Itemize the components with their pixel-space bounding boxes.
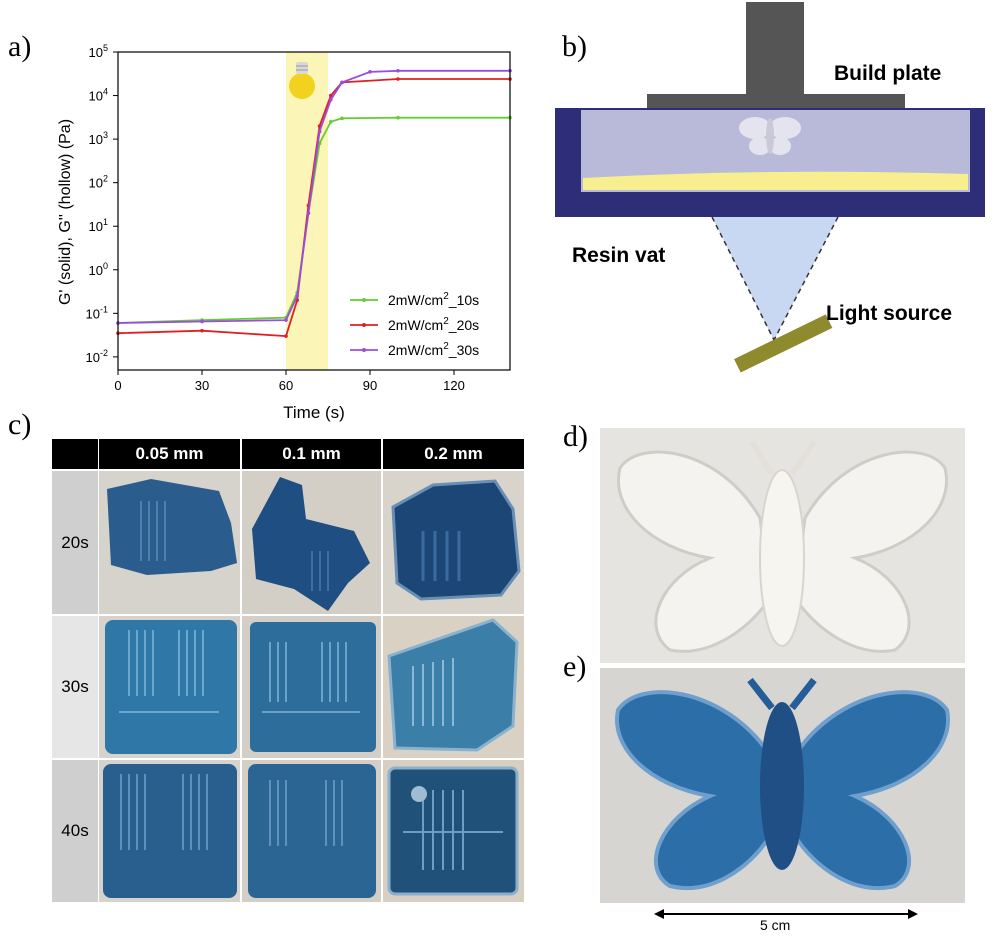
light-cone	[712, 217, 838, 340]
data-point	[317, 129, 322, 134]
plot-frame	[117, 51, 511, 371]
build-plate-label: Build plate	[834, 62, 941, 85]
data-point	[329, 97, 333, 102]
sample-photo-30s-02	[383, 616, 524, 758]
legend-label: 2mW/cm2_20s	[388, 316, 479, 333]
scale-bar-label: 5 cm	[760, 917, 791, 933]
build-plate	[647, 94, 905, 112]
data-point	[329, 93, 333, 98]
x-tick-label: 60	[279, 378, 293, 393]
row-header-label: 20s	[61, 532, 89, 552]
data-point	[340, 116, 344, 121]
panel-label-d: d)	[563, 420, 588, 453]
data-point	[396, 69, 400, 73]
sample-photo-40s-01	[242, 760, 381, 902]
row-header-label: 40s	[61, 821, 89, 840]
y-tick-label: 102	[89, 174, 108, 191]
sample-photo-30s-005	[99, 616, 240, 758]
panel-label-b: b)	[562, 30, 587, 63]
blue-butterfly-photo	[600, 668, 965, 903]
data-point	[284, 334, 288, 338]
light-source	[734, 314, 833, 373]
legend-label: 2mW/cm2_10s	[388, 291, 479, 308]
row-header-1: 30s	[52, 616, 98, 758]
clear-butterfly-photo	[600, 428, 965, 663]
lightbulb-icon	[289, 62, 315, 99]
legend-marker	[362, 298, 366, 302]
data-point	[396, 77, 400, 81]
data-point	[200, 328, 204, 333]
panel-label-a: a)	[8, 30, 32, 63]
column-header-label: 0.05 mm	[135, 444, 204, 463]
legend-marker	[362, 323, 366, 327]
legend-label: 2mW/cm2_30s	[388, 341, 479, 358]
x-tick-label: 120	[443, 378, 465, 393]
y-tick-label: 100	[89, 261, 108, 278]
y-tick-label: 103	[89, 130, 108, 147]
column-header-2: 0.2 mm	[383, 439, 524, 469]
butterfly-icon	[739, 117, 801, 155]
rheology-chart: 0 30 60 90 120 10-2 10-1 100 101 102 103 104 105 Ti…	[57, 43, 512, 422]
column-header-label: 0.1 mm	[282, 444, 341, 463]
sample-photo-40s-005	[99, 760, 240, 902]
data-point	[396, 115, 400, 120]
y-tick-label: 10-2	[86, 348, 108, 365]
panel-label-e: e)	[563, 650, 587, 683]
data-point	[306, 211, 311, 215]
legend-marker	[362, 348, 366, 352]
row-header-2: 40s	[52, 760, 98, 902]
printer-diagram: Build plate Resin vat Light source	[555, 2, 985, 373]
column-header-0: 0.05 mm	[99, 439, 240, 469]
data-point	[295, 294, 300, 298]
data-point	[284, 318, 288, 322]
cured-layer	[583, 171, 968, 190]
x-axis-label: Time (s)	[283, 403, 345, 422]
row-header-label: 30s	[61, 677, 89, 696]
panel-label-c: c)	[8, 408, 32, 441]
x-tick-label: 90	[363, 378, 377, 393]
sample-photo-40s-02	[383, 760, 524, 902]
data-point	[200, 319, 204, 324]
resin-vat-label: Resin vat	[572, 244, 665, 267]
data-point	[368, 70, 372, 74]
sample-photo-20s-02	[383, 471, 524, 614]
sample-photo-20s-01	[242, 471, 381, 614]
y-tick-label: 101	[89, 217, 108, 234]
y-tick-label: 105	[89, 43, 108, 60]
y-tick-label: 104	[89, 87, 108, 104]
light-source-label: Light source	[826, 302, 952, 325]
data-point	[329, 119, 333, 124]
sample-photo-20s-005	[99, 471, 240, 614]
y-axis-label: G' (solid), G'' (hollow) (Pa)	[57, 119, 74, 305]
row-header-0: 20s	[52, 471, 98, 614]
data-point	[340, 80, 344, 85]
sample-photo-30s-01	[242, 616, 381, 758]
x-tick-label: 0	[114, 378, 121, 393]
build-plate-stem	[746, 2, 804, 96]
table-corner	[52, 439, 98, 469]
y-tick-label: 10-1	[86, 304, 108, 321]
x-tick-label: 30	[195, 378, 209, 393]
column-header-1: 0.1 mm	[242, 439, 381, 469]
column-header-label: 0.2 mm	[424, 444, 483, 463]
scale-bar	[654, 909, 918, 919]
